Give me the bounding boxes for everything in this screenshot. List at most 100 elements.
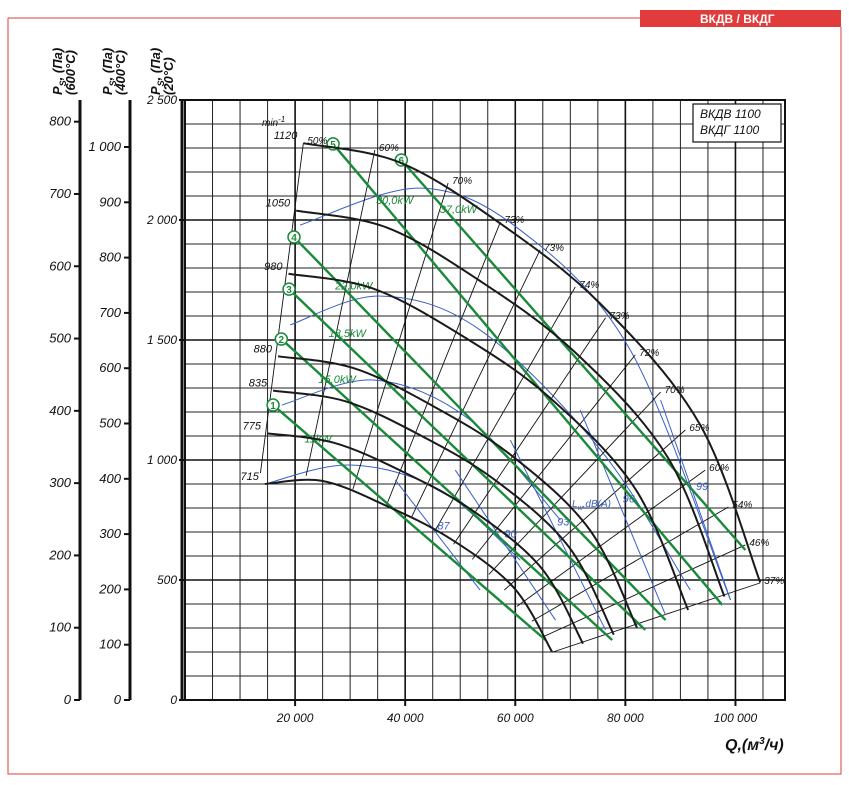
power-number: 2 [279, 335, 285, 346]
y-tick-label: 700 [49, 186, 71, 201]
efficiency-line [433, 286, 576, 532]
header-tag: ВКДВ / ВКДГ [700, 12, 775, 26]
power-label: 15,0kW [318, 374, 357, 386]
noise-l: L [572, 499, 578, 510]
noise-label: 96 [623, 493, 636, 505]
speed-label: 880 [254, 343, 273, 355]
axis-temp: (400°C) [113, 50, 128, 95]
y-tick-label: 200 [48, 547, 71, 562]
y-tick-label: 300 [49, 475, 71, 490]
model-label: ВКДВ 1100 [700, 107, 761, 121]
efficiency-label: 74% [579, 280, 599, 291]
blue-curve [281, 379, 561, 521]
y-tick-label: 2 000 [146, 213, 177, 227]
efficiency-line [453, 317, 606, 545]
axis-symbol: P [100, 86, 115, 95]
efficiency-label: 70% [665, 385, 685, 396]
x-tick-label: 80 000 [607, 711, 644, 725]
model-label: ВКДГ 1100 [700, 123, 760, 137]
y-tick-label: 2 500 [146, 93, 177, 107]
power-line [272, 404, 547, 641]
y-tick-label: 1 000 [147, 453, 177, 467]
y-tick-label: 0 [64, 692, 72, 707]
efficiency-line [352, 182, 449, 490]
y-tick-label: 0 [114, 692, 122, 707]
noise-label: 87 [437, 520, 450, 532]
power-number: 3 [286, 285, 292, 296]
efficiency-line [552, 582, 761, 653]
speed-unit-sup: -1 [278, 115, 285, 124]
y-tick-label: 800 [99, 250, 121, 265]
y-tick-label: 600 [99, 360, 121, 375]
noise-line [660, 399, 731, 601]
axis-subscript: S [58, 80, 68, 86]
efficiency-label: 60% [379, 143, 399, 154]
efficiency-line [305, 149, 376, 476]
efficiency-label: 54% [732, 500, 752, 511]
noise-label: 90 [504, 529, 517, 541]
power-line [293, 236, 667, 621]
axis-label: PS, (Па) [50, 48, 68, 95]
y-tick-label: 1 500 [147, 333, 177, 347]
y-tick-label: 200 [98, 581, 121, 596]
speed-label: 1120 [274, 130, 299, 142]
fan-curve [303, 142, 762, 583]
efficiency-line [471, 354, 636, 560]
x-tick-label: 40 000 [387, 711, 424, 725]
y-tick-label: 1 000 [88, 139, 121, 154]
x-tick-label: 100 000 [714, 711, 758, 725]
efficiency-line [531, 506, 729, 622]
axis-label: PS, (Па) [148, 48, 166, 95]
axis-temp: (20°C) [161, 57, 176, 95]
y-tick-label: 100 [99, 637, 121, 652]
power-number: 5 [330, 140, 336, 151]
y-tick-label: 800 [49, 114, 71, 129]
power-number: 1 [270, 401, 276, 412]
power-label: 18,5kW [329, 328, 368, 340]
power-marker [287, 230, 301, 244]
y-tick-label: 400 [49, 403, 71, 418]
axis-subscript: S [108, 80, 118, 86]
power-marker [266, 398, 280, 412]
fan-curve [288, 272, 690, 611]
efficiency-label: 65% [689, 423, 709, 434]
fan-curve [277, 355, 638, 628]
efficiency-label: 50% [307, 136, 327, 147]
y-tick-label: 900 [99, 194, 121, 209]
noise-line [579, 409, 667, 616]
axis-unit: , (Па) [100, 48, 115, 81]
x-label-text: Q,(м [725, 737, 759, 754]
blue-curve [299, 187, 731, 601]
y-tick-label: 300 [99, 526, 121, 541]
efficiency-label: 73% [504, 215, 524, 226]
power-line [332, 143, 724, 606]
speed-unit-text: min [262, 118, 279, 129]
fan-curve [266, 432, 584, 645]
fan-curve [264, 478, 554, 653]
efficiency-label: 72% [639, 348, 659, 359]
axis-symbol: P [148, 86, 163, 95]
efficiency-line [386, 221, 501, 506]
speed-unit: min-1 [262, 115, 285, 129]
model-box [692, 103, 782, 143]
x-label-sup: 3 [759, 736, 765, 747]
speed-label: 1050 [266, 198, 291, 210]
axis-subscript: S [156, 80, 166, 86]
efficiency-label: 73% [544, 243, 564, 254]
y-tick-label: 400 [99, 471, 121, 486]
speed-label: 835 [249, 378, 268, 390]
header-band [640, 10, 841, 27]
efficiency-line [516, 469, 706, 607]
speed-label: 715 [240, 471, 259, 483]
noise-axis-label: Lw,dB(A) [572, 499, 611, 512]
efficiency-line [503, 429, 686, 591]
speed-label: 775 [243, 420, 262, 432]
axis-unit: , (Па) [148, 48, 163, 81]
y-tick-label: 700 [99, 305, 121, 320]
power-label: 30,0kW [376, 195, 415, 207]
efficiency-line [259, 143, 304, 474]
y-tick-label: 0 [170, 693, 177, 707]
axis-unit: , (Па) [50, 48, 65, 81]
axis-label: PS, (Па) [100, 48, 118, 95]
